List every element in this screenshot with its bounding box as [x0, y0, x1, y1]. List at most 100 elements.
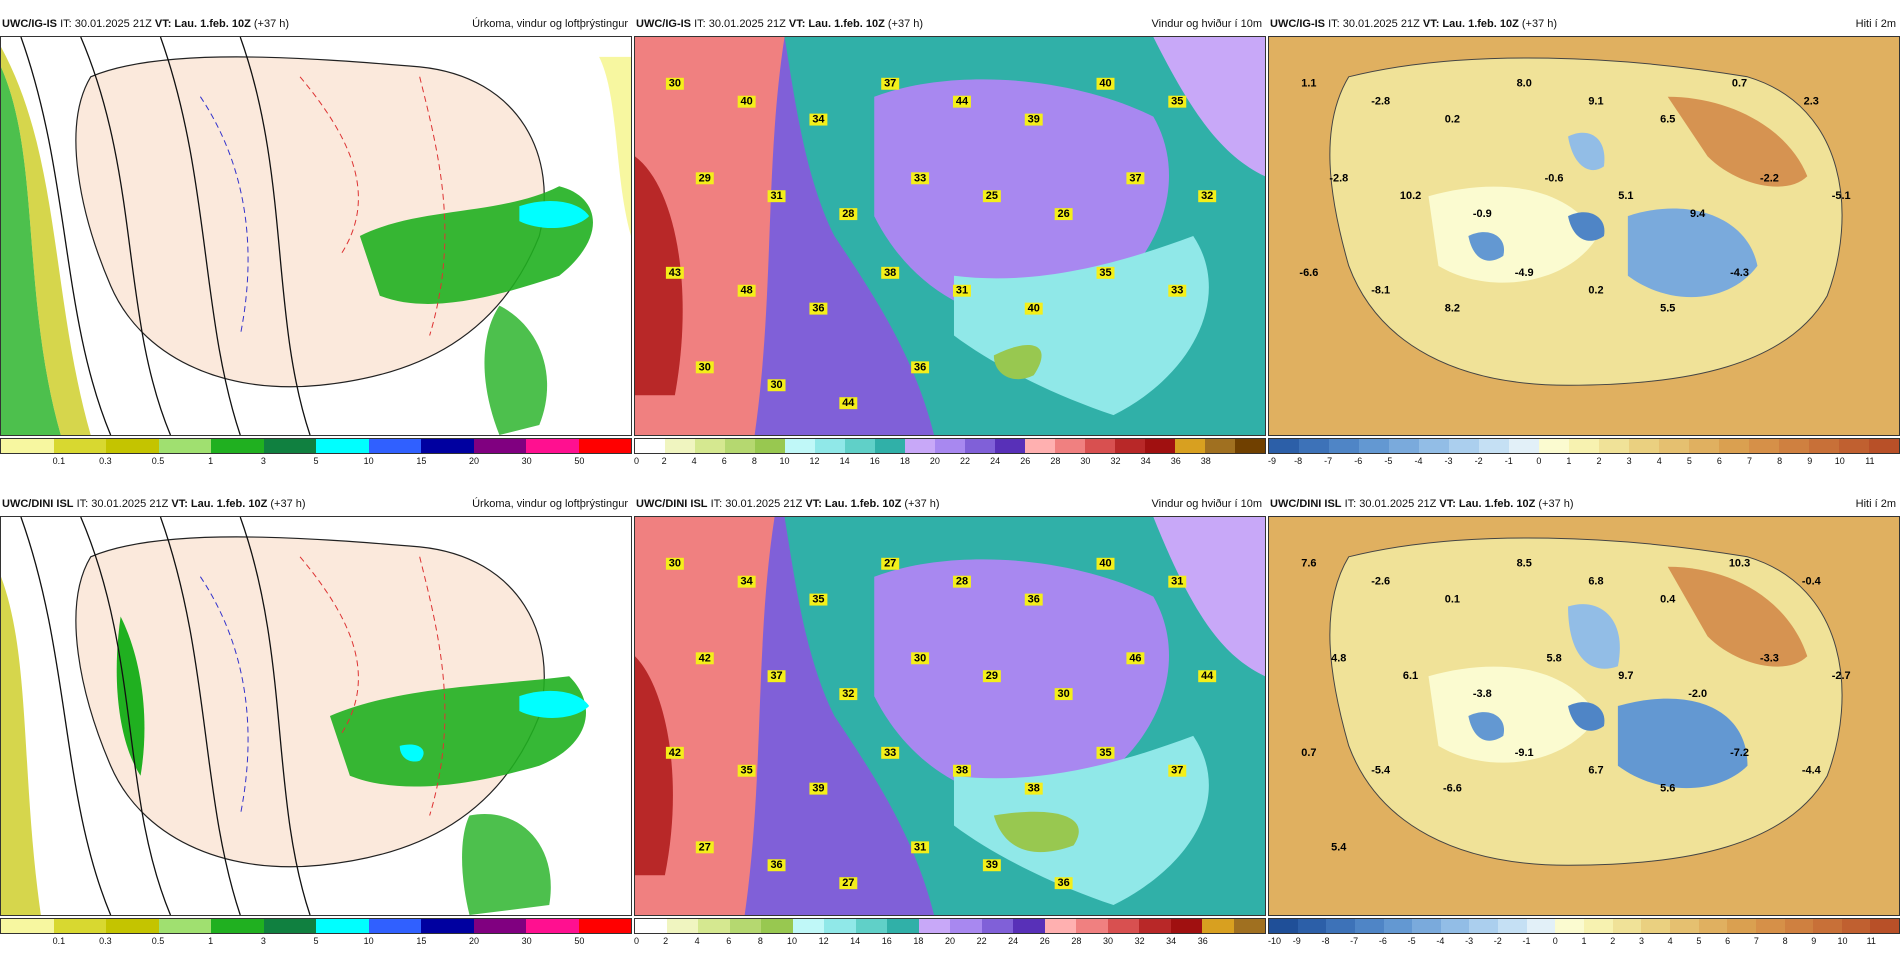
colorbar-tick-label: 15 [416, 936, 427, 946]
colorbar-tick-label: 4 [1656, 456, 1662, 466]
colorbar-tick-label: 34 [1140, 456, 1151, 466]
colorbar-tick-label: 2 [661, 456, 667, 466]
map-value-label: 5.8 [1546, 652, 1561, 664]
colorbar-tick-label: 0.3 [99, 456, 112, 466]
forecast-offset: (+37 h) [270, 498, 306, 510]
svg-text:42: 42 [669, 747, 681, 759]
colorbar-swatch [935, 439, 965, 453]
map-value-label: 37 [1126, 172, 1145, 184]
colorbar-swatch [1669, 919, 1699, 933]
svg-text:9.4: 9.4 [1690, 208, 1706, 220]
colorbar-swatch [1145, 439, 1175, 453]
colorbar-swatch [1025, 439, 1055, 453]
svg-text:0.7: 0.7 [1301, 747, 1316, 759]
colorbar-tick-label: 20 [929, 456, 940, 466]
svg-text:-2.0: -2.0 [1688, 688, 1707, 700]
colorbar-tick-label: 4 [1667, 936, 1673, 946]
colorbar-swatch [1297, 919, 1327, 933]
valid-time: VT: Lau. 1.feb. 10Z [805, 498, 902, 510]
colorbar-swatch [1698, 919, 1728, 933]
svg-text:36: 36 [1028, 594, 1040, 606]
map-value-label: 4.8 [1331, 652, 1346, 664]
map-value-label: 44 [1198, 670, 1217, 682]
map-value-label: 30 [695, 361, 714, 373]
svg-text:-2.6: -2.6 [1371, 576, 1390, 588]
map-value-label: 28 [952, 576, 971, 588]
svg-text:5.6: 5.6 [1660, 783, 1675, 795]
colorbar-swatch [1269, 439, 1299, 453]
colorbar-tick-label: 16 [881, 936, 892, 946]
map-value-label: 0.7 [1301, 747, 1316, 759]
map-value-label: 29 [982, 670, 1001, 682]
colorbar-tick-label: 8 [1782, 936, 1788, 946]
colorbar-swatch [855, 919, 887, 933]
colorbar-swatch [1869, 439, 1899, 453]
map-value-label: -4.9 [1515, 267, 1534, 279]
colorbar-tick-label: 11 [1865, 456, 1875, 466]
colorbar-tick-label: 10 [1834, 456, 1845, 466]
colorbar-tick-label: 28 [1050, 456, 1061, 466]
svg-text:48: 48 [741, 285, 753, 297]
map-value-label: 32 [1198, 190, 1217, 202]
svg-text:38: 38 [884, 267, 896, 279]
colorbar-tick-label: 26 [1020, 456, 1031, 466]
colorbar-swatch [965, 439, 995, 453]
panel-precip-row0: UWC/IG-IS IT: 30.01.2025 21Z VT: Lau. 1.… [0, 14, 632, 476]
map-value-label: -5.4 [1371, 765, 1391, 777]
svg-text:43: 43 [669, 267, 681, 279]
colorbar-tick-label: 0 [634, 456, 640, 466]
colorbar-tick-label: -7 [1324, 456, 1333, 466]
panel-title: Hiti í 2m [1855, 18, 1896, 30]
colorbar-swatch [1013, 919, 1045, 933]
temp-colorbar-ticks: -9 -8 -7 -6 -5 -4 -3 -2 -1 0 1 2 3 4 5 6 7 8 9 10 11 [1268, 456, 1900, 470]
svg-text:36: 36 [1058, 877, 1070, 889]
colorbar-tick-label: -10 [1268, 936, 1282, 946]
forecast-offset: (+37 h) [1521, 18, 1558, 30]
map-value-label: 46 [1126, 652, 1145, 664]
wind-colorbar-ticks: 0 2 4 6 8 10 12 14 16 18 20 22 24 26 28 30 32 34 36 [634, 936, 1266, 950]
map-value-label: 31 [767, 190, 786, 202]
colorbar-swatch [526, 439, 579, 453]
map-value-label: 39 [982, 859, 1001, 871]
colorbar-tick-label: -9 [1268, 456, 1277, 466]
map-value-label: 0.4 [1660, 594, 1676, 606]
svg-text:4.8: 4.8 [1331, 652, 1346, 664]
colorbar-tick-label: 30 [1080, 456, 1091, 466]
colorbar-tick-label: -2 [1474, 456, 1483, 466]
colorbar-tick-label: -6 [1378, 936, 1387, 946]
svg-text:33: 33 [1171, 285, 1183, 297]
map-value-label: 34 [737, 576, 756, 588]
colorbar-swatch [263, 919, 316, 933]
colorbar-tick-label: 6 [726, 936, 732, 946]
forecast-offset: (+37 h) [1538, 498, 1574, 510]
colorbar-tick-label: -8 [1321, 936, 1330, 946]
svg-text:44: 44 [956, 96, 969, 108]
colorbar-swatch [635, 919, 667, 933]
colorbar-swatch [316, 439, 369, 453]
temp-colorbar-ticks: -10 -9 -8 -7 -6 -5 -4 -3 -2 -1 0 1 2 3 4 5 6 7 8 9 10 11 [1268, 936, 1900, 950]
map-value-label: 6.8 [1588, 576, 1603, 588]
svg-text:31: 31 [770, 190, 782, 202]
svg-text:35: 35 [741, 765, 753, 777]
colorbar-tick-label: 0.1 [52, 936, 66, 946]
svg-text:30: 30 [669, 558, 681, 570]
svg-text:8.0: 8.0 [1517, 78, 1532, 90]
svg-text:5.1: 5.1 [1618, 190, 1633, 202]
map-value-label: 30 [1054, 688, 1073, 700]
colorbar-tick-label: 28 [1071, 936, 1082, 946]
temp-colorbar [1268, 438, 1900, 454]
svg-text:31: 31 [1171, 576, 1183, 588]
map-value-label: 2.3 [1804, 96, 1819, 108]
map-value-label: 38 [1024, 783, 1043, 795]
map-value-label: 8.5 [1517, 558, 1532, 570]
precip-colorbar [0, 438, 632, 454]
colorbar-swatch [158, 439, 211, 453]
colorbar-tick-label: 10 [363, 936, 374, 946]
map-value-label: 37 [767, 670, 786, 682]
svg-text:2.3: 2.3 [1804, 96, 1819, 108]
panel-title: Vindur og hviður í 10m [1151, 18, 1262, 30]
svg-text:-2.2: -2.2 [1760, 172, 1779, 184]
map-value-label: 6.5 [1660, 114, 1675, 126]
map-value-label: 36 [911, 361, 930, 373]
colorbar-tick-label: 50 [574, 936, 585, 946]
